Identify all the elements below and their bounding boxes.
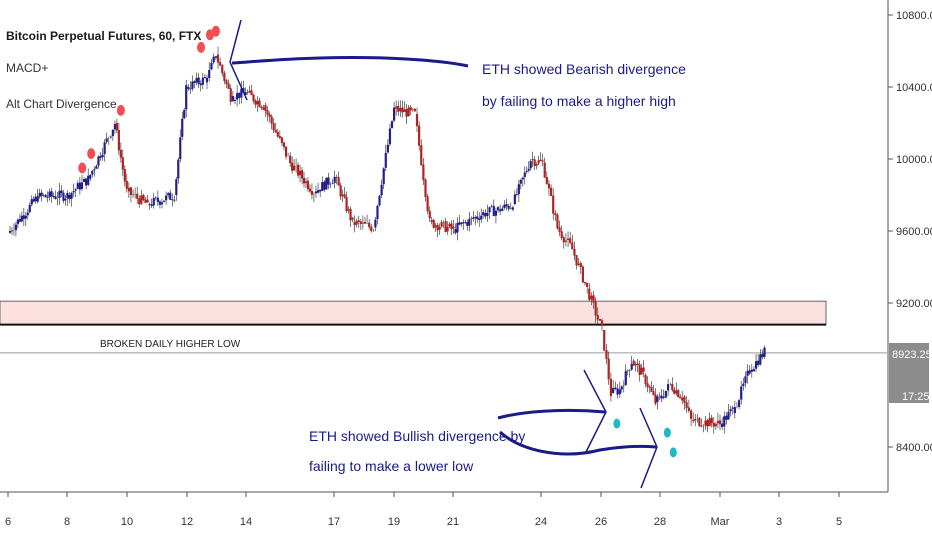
time-tick-label: 3 <box>776 516 782 528</box>
price-tick-label: 9600.00 <box>896 226 932 238</box>
bearish-annotation-line2: by failing to make a higher high <box>482 93 676 109</box>
time-tick-label: 17 <box>328 516 340 528</box>
signal-markers <box>78 25 677 458</box>
bearish-signal-dot <box>87 148 96 160</box>
bullish-arrow-lower <box>498 430 657 456</box>
indicator-alt-divergence: Alt Chart Divergence <box>6 97 117 111</box>
bearish-signal-dot <box>211 25 220 37</box>
price-tick-label: 9200.00 <box>896 298 932 310</box>
bullish-signal-dot <box>663 427 671 438</box>
last-price-value: 8923.25 <box>892 349 932 361</box>
support-zone <box>0 300 827 326</box>
price-tick-label: 8400.00 <box>896 442 932 454</box>
bearish-annotation-line1: ETH showed Bearish divergence <box>482 61 686 77</box>
candle-countdown: 17:25 <box>902 391 930 403</box>
bullish-signal-dot <box>669 447 677 458</box>
price-tick-label: 10000.00 <box>896 154 932 166</box>
price-tick-label: 10800.00 <box>896 10 932 22</box>
time-tick-label: 21 <box>447 516 459 528</box>
price-series <box>8 46 766 434</box>
time-tick-label: 26 <box>595 516 607 528</box>
bullish-arrowhead-upper <box>583 369 607 453</box>
bearish-signal-dot <box>78 162 87 174</box>
time-tick-label: 14 <box>240 516 252 528</box>
price-tick-label: 10400.00 <box>896 82 932 94</box>
chart-title: Bitcoin Perpetual Futures, 60, FTX <box>6 29 201 43</box>
bullish-arrowhead-lower <box>639 407 658 489</box>
time-tick-label: 6 <box>5 516 11 528</box>
time-axis-ticks: 6 8 10 12 14 17 19 21 24 26 28 Mar 3 5 <box>5 492 842 528</box>
bullish-annotation-line1: ETH showed Bullish divergence by <box>309 428 525 444</box>
time-tick-label: 12 <box>181 516 193 528</box>
bearish-signal-dot <box>116 104 125 116</box>
time-tick-label: 10 <box>121 516 133 528</box>
indicator-macd: MACD+ <box>6 61 48 75</box>
time-tick-label: 19 <box>388 516 400 528</box>
bullish-arrow-upper <box>497 408 606 420</box>
bearish-arrowhead <box>229 19 248 101</box>
bearish-signal-dot <box>197 41 206 53</box>
bullish-signal-dot <box>613 418 621 429</box>
time-tick-label: 28 <box>654 516 666 528</box>
time-tick-label: 8 <box>64 516 70 528</box>
time-tick-label: 24 <box>535 516 547 528</box>
price-axis-ticks: 10800.00 10400.00 10000.00 9600.00 9200.00 84… <box>888 10 932 454</box>
last-price-badge: 8923.25 17:25 <box>889 343 932 403</box>
bearish-arrow <box>231 55 469 68</box>
level-label: BROKEN DAILY HIGHER LOW <box>100 339 241 350</box>
bullish-annotation-line2: failing to make a lower low <box>309 458 474 474</box>
time-tick-label: 5 <box>836 516 842 528</box>
time-tick-label: Mar <box>711 516 730 528</box>
